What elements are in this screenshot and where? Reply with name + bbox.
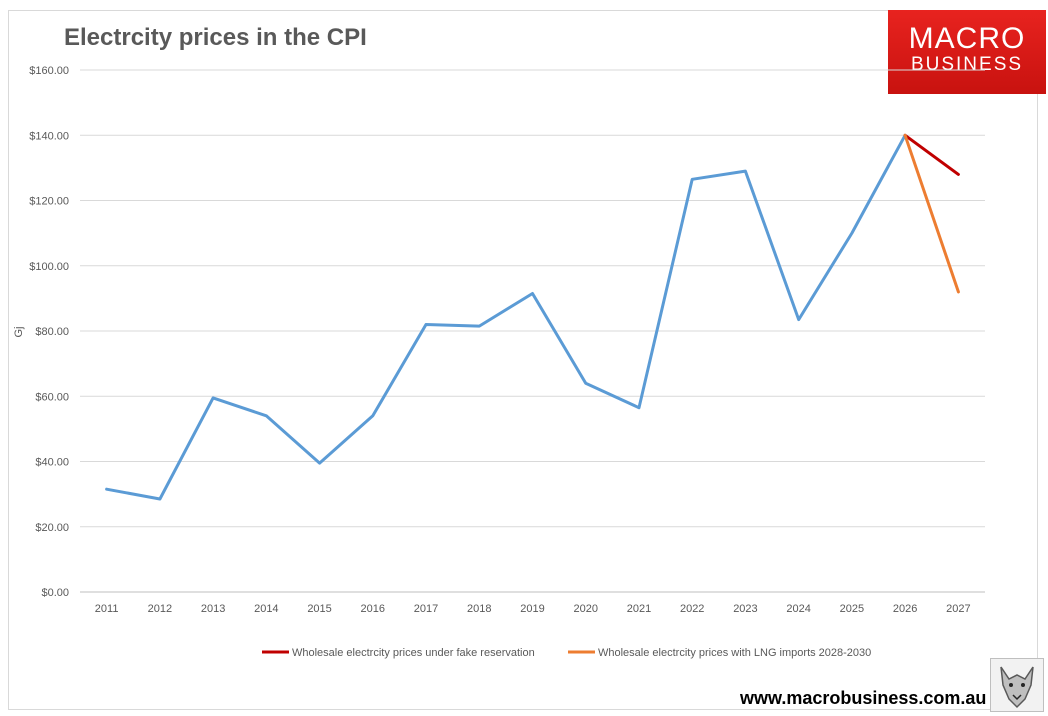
x-tick-label: 2012 xyxy=(148,603,172,615)
y-tick-label: $60.00 xyxy=(35,391,69,403)
x-tick-label: 2015 xyxy=(307,603,331,615)
y-axis-label: Gj xyxy=(13,327,25,338)
wolf-icon xyxy=(990,658,1044,712)
x-tick-label: 2026 xyxy=(893,603,917,615)
y-tick-label: $40.00 xyxy=(35,457,69,469)
y-tick-label: $20.00 xyxy=(35,522,69,534)
y-tick-label: $160.00 xyxy=(29,65,69,77)
x-tick-label: 2017 xyxy=(414,603,438,615)
series-line-0 xyxy=(105,133,907,501)
website-url[interactable]: www.macrobusiness.com.au xyxy=(740,688,987,708)
x-tick-label: 2023 xyxy=(733,603,757,615)
x-tick-label: 2013 xyxy=(201,603,225,615)
x-tick-label: 2025 xyxy=(840,603,864,615)
y-tick-labels: $0.00 $20.00 $40.00 $60.00 $80.00 $100.00 $120… xyxy=(29,65,69,599)
series-lines xyxy=(105,133,960,501)
chart-title: Electrcity prices in the CPI xyxy=(64,24,367,51)
gridlines xyxy=(80,69,985,593)
x-tick-labels: 2011 2012 2013 2014 2015 2016 2017 2018 2019 2020… xyxy=(95,603,971,615)
y-tick-label: $140.00 xyxy=(29,130,69,142)
logo-line1: MACRO xyxy=(908,22,1026,55)
y-tick-label: $80.00 xyxy=(35,326,69,338)
x-tick-label: 2024 xyxy=(786,603,810,615)
macrobusiness-logo: MACRO BUSINESS xyxy=(888,10,1046,94)
legend-label: Wholesale electrcity prices under fake r… xyxy=(292,647,535,659)
chart-frame xyxy=(8,10,1038,710)
y-tick-label: $100.00 xyxy=(29,261,69,273)
x-tick-label: 2018 xyxy=(467,603,491,615)
x-tick-label: 2027 xyxy=(946,603,970,615)
x-tick-label: 2020 xyxy=(573,603,597,615)
x-tick-label: 2022 xyxy=(680,603,704,615)
x-tick-label: 2011 xyxy=(95,603,119,615)
x-tick-label: 2019 xyxy=(520,603,544,615)
legend: Wholesale electrcity prices under fake r… xyxy=(262,647,871,659)
x-tick-label: 2021 xyxy=(627,603,651,615)
y-tick-label: $120.00 xyxy=(29,196,69,208)
x-tick-label: 2016 xyxy=(361,603,385,615)
series-line-2 xyxy=(903,133,960,294)
series-line-1 xyxy=(903,133,960,176)
y-tick-label: $0.00 xyxy=(41,587,69,599)
legend-label: Wholesale electrcity prices with LNG imp… xyxy=(598,647,871,659)
x-tick-label: 2014 xyxy=(254,603,278,615)
